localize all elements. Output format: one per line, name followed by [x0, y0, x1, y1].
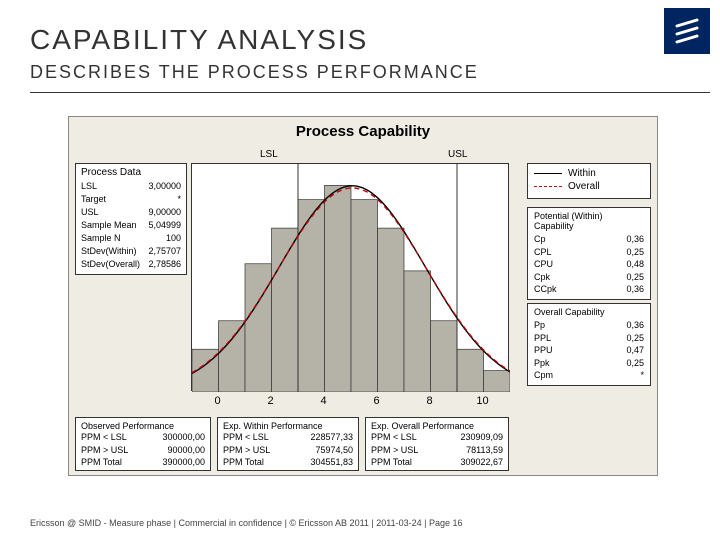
page-subtitle: DESCRIBES THE PROCESS PERFORMANCE: [30, 62, 479, 83]
data-row: LSL3,00000: [81, 180, 181, 193]
data-row: USL9,00000: [81, 206, 181, 219]
data-row: PPM < LSL228577,33: [223, 431, 353, 444]
cap-within-header: Potential (Within) Capability: [534, 211, 644, 231]
data-row: Cpm*: [534, 369, 644, 382]
data-row: Sample Mean5,04999: [81, 219, 181, 232]
data-row: Cp0,36: [534, 233, 644, 246]
data-row: Target*: [81, 193, 181, 206]
legend-box: Within Overall: [527, 163, 651, 199]
data-row: PPM < LSL230909,09: [371, 431, 503, 444]
process-data-box: Process Data LSL3,00000Target*USL9,00000…: [75, 163, 187, 275]
x-tick: 8: [426, 395, 432, 407]
data-row: Ppk0,25: [534, 357, 644, 370]
chart-title: Process Capability: [69, 123, 657, 140]
legend-within: Within: [568, 168, 596, 179]
brand-logo: [664, 8, 710, 54]
data-row: Cpk0,25: [534, 271, 644, 284]
data-row: PPL0,25: [534, 332, 644, 345]
x-tick: 2: [267, 395, 273, 407]
data-row: Pp0,36: [534, 319, 644, 332]
data-row: Sample N100: [81, 232, 181, 245]
perf-overall-header: Exp. Overall Performance: [371, 421, 503, 431]
x-axis: 0 2 4 6 8 10: [191, 395, 509, 411]
footer-text: Ericsson @ SMID - Measure phase | Commer…: [30, 518, 463, 528]
x-tick: 4: [320, 395, 326, 407]
data-row: PPM > USL75974,50: [223, 444, 353, 457]
data-row: PPM Total304551,83: [223, 456, 353, 469]
data-row: CPL0,25: [534, 246, 644, 259]
lsl-label: LSL: [260, 149, 278, 160]
legend-overall: Overall: [568, 181, 600, 192]
data-row: PPM Total390000,00: [81, 456, 205, 469]
cap-overall-box: Overall Capability Pp0,36PPL0,25PPU0,47P…: [527, 303, 651, 386]
perf-overall-box: Exp. Overall Performance PPM < LSL230909…: [365, 417, 509, 471]
page-title: CAPABILITY ANALYSIS: [30, 24, 368, 56]
cap-within-box: Potential (Within) Capability Cp0,36CPL0…: [527, 207, 651, 300]
x-tick: 10: [476, 395, 488, 407]
data-row: PPM < LSL300000,00: [81, 431, 205, 444]
legend-line-within: [534, 173, 562, 174]
usl-label: USL: [448, 149, 467, 160]
perf-within-header: Exp. Within Performance: [223, 421, 353, 431]
x-tick: 0: [214, 395, 220, 407]
x-tick: 6: [373, 395, 379, 407]
data-row: StDev(Overall)2,78586: [81, 258, 181, 271]
legend-line-overall: [534, 186, 562, 187]
perf-observed-box: Observed Performance PPM < LSL300000,00P…: [75, 417, 211, 471]
capability-chart: Process Capability LSL USL 0 2 4 6 8 10 Proce…: [68, 116, 658, 476]
title-rule: [30, 92, 710, 93]
data-row: PPU0,47: [534, 344, 644, 357]
plot-svg: [192, 164, 510, 392]
perf-within-box: Exp. Within Performance PPM < LSL228577,…: [217, 417, 359, 471]
data-row: PPM Total309022,67: [371, 456, 503, 469]
plot-area: [191, 163, 509, 391]
process-data-header: Process Data: [81, 167, 181, 178]
data-row: CPU0,48: [534, 258, 644, 271]
data-row: CCpk0,36: [534, 283, 644, 296]
cap-overall-header: Overall Capability: [534, 307, 644, 317]
data-row: PPM > USL90000,00: [81, 444, 205, 457]
perf-observed-header: Observed Performance: [81, 421, 205, 431]
data-row: StDev(Within)2,75707: [81, 245, 181, 258]
data-row: PPM > USL78113,59: [371, 444, 503, 457]
